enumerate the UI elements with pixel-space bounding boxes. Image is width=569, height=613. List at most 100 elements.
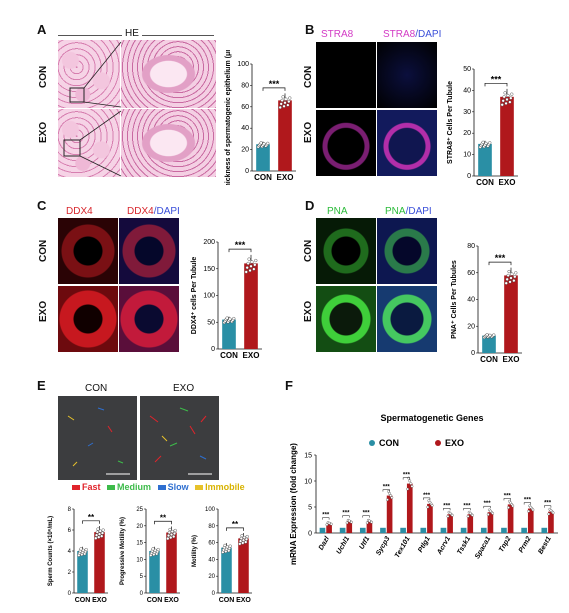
data-point xyxy=(506,93,510,98)
data-point xyxy=(288,96,292,100)
data-point xyxy=(172,531,177,536)
significance-label: *** xyxy=(544,501,552,507)
y-tick-label: 20 xyxy=(467,323,475,330)
bar-exo xyxy=(166,532,177,593)
data-point xyxy=(278,105,282,110)
bar-exo-tex101 xyxy=(406,483,413,533)
data-point xyxy=(347,519,351,523)
significance-bracket xyxy=(322,517,330,520)
data-point xyxy=(430,504,434,507)
data-point xyxy=(249,264,253,268)
data-point xyxy=(238,542,242,546)
bar-con-ptlg1 xyxy=(420,527,427,533)
bar-exo xyxy=(244,263,258,349)
data-point xyxy=(325,523,329,527)
y-tick-label: 20 xyxy=(463,130,471,137)
legend-medium: Medium xyxy=(117,482,152,492)
c-col-ddx4-dapi: DDX4/DAPI xyxy=(127,206,180,217)
x-tick-label: EXO xyxy=(277,173,294,182)
data-point xyxy=(282,104,286,108)
significance-label: *** xyxy=(504,493,512,499)
y-tick-label: 15 xyxy=(136,541,143,547)
y-tick-label: 200 xyxy=(203,239,215,246)
x-tick-label: Uchl1 xyxy=(336,535,352,555)
significance-bracket xyxy=(362,515,370,518)
bar-con-utf1 xyxy=(359,527,366,533)
data-point xyxy=(225,545,229,549)
x-tick-label: Acrv1 xyxy=(436,535,452,556)
significance-bracket xyxy=(423,497,431,500)
significance-label: ** xyxy=(160,513,167,522)
data-point xyxy=(505,97,509,102)
significance-label: *** xyxy=(363,511,371,517)
data-point xyxy=(485,333,489,337)
data-point xyxy=(240,534,244,538)
pna-exo xyxy=(316,286,376,352)
data-point xyxy=(232,316,236,321)
data-point xyxy=(79,547,83,551)
bar-con-uchl1 xyxy=(339,527,346,533)
panel-label-d: D xyxy=(305,198,315,213)
b-col-stra8-dapi: STRA8/DAPI xyxy=(383,29,442,40)
bar-con xyxy=(77,551,88,593)
data-point xyxy=(97,535,101,539)
d-col-pna: PNA xyxy=(327,206,348,217)
significance-label: *** xyxy=(443,503,451,509)
data-point xyxy=(94,536,98,540)
bar-con xyxy=(482,335,496,353)
bar-con xyxy=(478,143,492,176)
data-point xyxy=(246,261,250,265)
chart-c: 0 50 100 150 200 DDX4⁺ cells Per Tubule CON EXO… xyxy=(191,239,262,360)
row-label-b-con: CON xyxy=(303,65,314,88)
bar-exo-spaca1 xyxy=(487,512,494,533)
data-point xyxy=(238,539,243,543)
data-point xyxy=(280,98,284,102)
significance-bracket xyxy=(523,502,532,505)
data-point xyxy=(509,501,512,505)
x-tick-label: EXO xyxy=(236,597,251,604)
panel-label-f: F xyxy=(285,378,293,393)
y-tick-label: 100 xyxy=(205,507,216,513)
ddx4-dapi-exo xyxy=(119,286,179,352)
significance-bracket xyxy=(82,520,100,524)
significance-label: *** xyxy=(484,501,492,507)
data-point xyxy=(94,533,99,537)
bar-con-spaca1 xyxy=(480,527,487,533)
x-tick-label: Spaca1 xyxy=(474,535,492,560)
data-point xyxy=(168,527,172,532)
bar-exo xyxy=(94,532,105,593)
bar-exo-dazl xyxy=(326,523,332,533)
c-col-ddx4: DDX4 xyxy=(66,206,93,217)
data-point xyxy=(512,278,516,283)
y-tick-label: 0 xyxy=(471,350,475,357)
data-point xyxy=(84,547,88,552)
data-point xyxy=(510,272,514,276)
data-point xyxy=(511,504,515,508)
data-point xyxy=(248,268,252,273)
y-tick-label: 5 xyxy=(308,505,312,512)
significance-label: *** xyxy=(524,498,532,504)
chart-title: Spermatogenetic Genes xyxy=(380,413,483,423)
pna-con xyxy=(316,218,376,284)
data-point xyxy=(502,95,506,99)
pna-dapi-con xyxy=(377,218,437,284)
data-point xyxy=(410,484,414,488)
y-tick-label: 20 xyxy=(136,524,143,530)
data-point xyxy=(101,528,105,532)
data-point xyxy=(173,528,177,533)
significance-label: *** xyxy=(403,473,411,479)
data-point xyxy=(166,533,171,538)
y-tick-label: 100 xyxy=(203,293,215,300)
x-tick-label: EXO xyxy=(92,597,107,604)
data-point xyxy=(428,500,432,504)
bar-con-prm2 xyxy=(521,527,527,533)
row-label-c-exo: EXO xyxy=(38,300,49,322)
significance-bracket xyxy=(544,505,552,508)
chart-e-progressive: 0 5 10 15 20 25 Progressive Motility (%) CON EXO… xyxy=(120,507,180,604)
y-tick-label: 0 xyxy=(68,591,72,597)
x-tick-label: CON xyxy=(254,173,272,182)
slow-swatch xyxy=(157,485,166,490)
data-point xyxy=(409,482,413,485)
legend-slow: Slow xyxy=(167,482,189,492)
x-tick-label: CON xyxy=(476,178,494,187)
